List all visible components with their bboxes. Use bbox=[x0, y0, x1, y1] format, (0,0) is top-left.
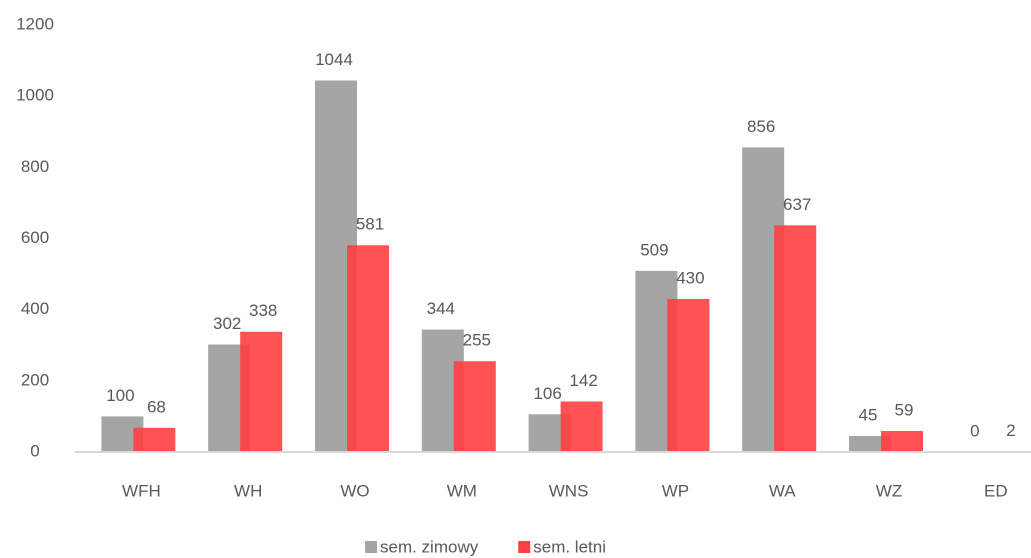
y-tick-label: 200 bbox=[21, 370, 49, 389]
data-label: 45 bbox=[859, 405, 878, 424]
bar bbox=[347, 245, 389, 452]
legend-swatch bbox=[518, 541, 531, 553]
bar bbox=[240, 331, 283, 452]
legend-swatch bbox=[365, 541, 377, 553]
bar bbox=[667, 298, 710, 452]
y-tick-label: 400 bbox=[21, 299, 49, 318]
data-label: 106 bbox=[533, 384, 561, 403]
bar bbox=[774, 225, 817, 452]
x-tick-label: WFH bbox=[122, 481, 161, 500]
data-label: 344 bbox=[427, 299, 455, 318]
data-label: 302 bbox=[213, 314, 241, 333]
y-tick-label: 1000 bbox=[16, 86, 54, 105]
legend-label: sem. zimowy bbox=[380, 537, 479, 556]
data-label: 430 bbox=[676, 268, 704, 287]
x-tick-label: WNS bbox=[549, 481, 589, 500]
bar bbox=[560, 401, 603, 452]
data-label: 581 bbox=[356, 215, 384, 234]
x-tick-label: WA bbox=[769, 481, 796, 500]
bar bbox=[453, 361, 496, 452]
x-tick-label: WH bbox=[234, 481, 262, 500]
data-label: 255 bbox=[463, 331, 491, 350]
bar bbox=[133, 427, 176, 452]
data-label: 0 bbox=[970, 421, 979, 440]
x-tick-label: WZ bbox=[876, 481, 902, 500]
bar bbox=[881, 431, 923, 452]
x-tick-label: WM bbox=[447, 481, 477, 500]
data-label: 1044 bbox=[315, 50, 353, 69]
data-label: 142 bbox=[569, 371, 597, 390]
legend-label: sem. letni bbox=[533, 537, 606, 556]
data-label: 509 bbox=[640, 240, 668, 259]
data-label: 856 bbox=[747, 117, 775, 136]
data-label: 338 bbox=[249, 301, 277, 320]
y-tick-label: 0 bbox=[30, 441, 39, 460]
bar bbox=[849, 435, 891, 452]
x-tick-label: ED bbox=[984, 481, 1008, 500]
data-label: 637 bbox=[783, 195, 811, 214]
y-tick-label: 600 bbox=[21, 228, 49, 247]
x-tick-label: WO bbox=[340, 481, 369, 500]
y-tick-label: 800 bbox=[21, 157, 49, 176]
data-label: 2 bbox=[1006, 421, 1015, 440]
x-tick-label: WP bbox=[662, 481, 689, 500]
data-label: 59 bbox=[895, 400, 914, 419]
data-label: 68 bbox=[147, 397, 166, 416]
data-label: 100 bbox=[106, 386, 134, 405]
y-tick-label: 1200 bbox=[16, 14, 54, 33]
